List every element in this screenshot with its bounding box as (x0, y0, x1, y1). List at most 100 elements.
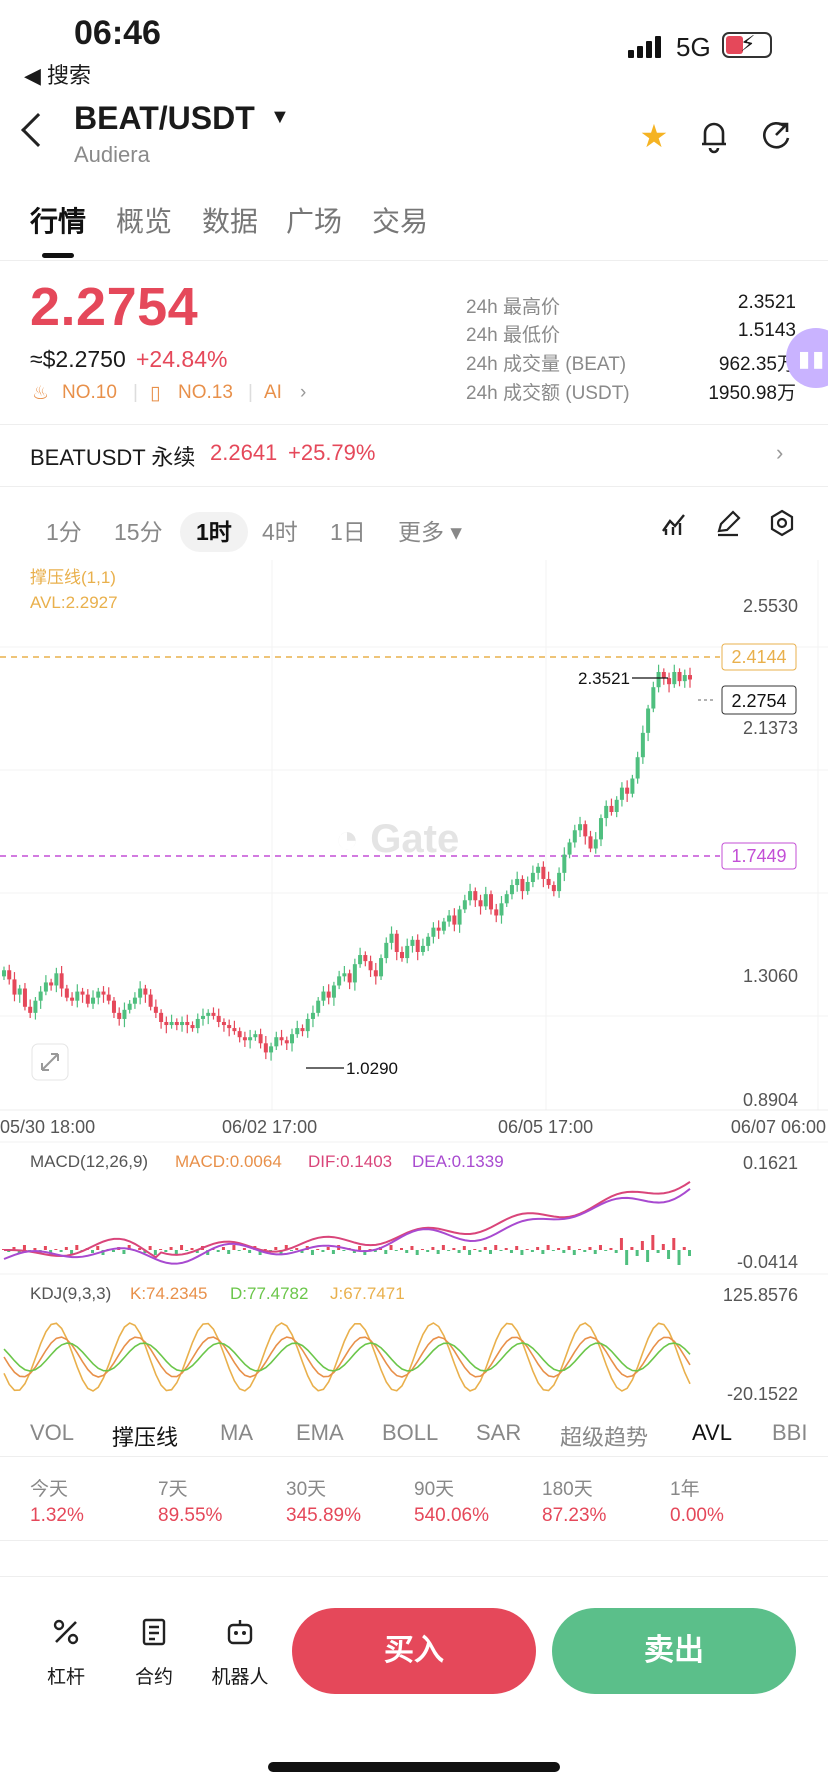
tab-market[interactable]: 行情 (30, 206, 87, 237)
candlestick-chart[interactable]: ◔ Gate 撑压线(1,1) AVL:2.2927 2.5530 2.1373… (0, 560, 828, 1410)
tf-1m[interactable]: 1分 (46, 519, 82, 545)
macd-y-tick: 0.1621 (743, 1153, 798, 1173)
candle-body (379, 958, 384, 977)
rank-hot[interactable]: NO.10 (62, 382, 117, 403)
macd-y-tick: -0.0414 (737, 1252, 798, 1272)
kdj-d: D:77.4782 (230, 1284, 308, 1303)
star-icon[interactable]: ★ (639, 118, 669, 154)
candle-body (310, 1012, 315, 1019)
candle-body (677, 671, 682, 682)
tab-overview[interactable]: 概览 (116, 206, 173, 237)
macd-bar (169, 1247, 173, 1250)
chevron-right-icon[interactable]: › (300, 382, 307, 403)
chevron-right-icon[interactable]: › (776, 440, 784, 465)
candle-body (305, 1018, 310, 1032)
indicator-tab-supertrend[interactable]: 超级趋势 (560, 1425, 649, 1450)
tab-trade[interactable]: 交易 (372, 206, 429, 237)
tf-1h[interactable]: 1时 (180, 512, 248, 552)
indicator-icon[interactable] (654, 508, 694, 548)
high-marker: 2.3521 (578, 669, 630, 688)
home-indicator[interactable] (268, 1762, 560, 1772)
back-icon[interactable] (21, 113, 55, 147)
candle-body (43, 982, 48, 992)
leverage-button[interactable]: 杠杆 (26, 1616, 106, 1689)
macd-bar (174, 1250, 178, 1254)
macd-bar (447, 1250, 451, 1251)
candle-body (221, 1021, 226, 1026)
indicator-tab-avl[interactable]: AVL (692, 1420, 732, 1445)
candle-body (232, 1028, 237, 1032)
candle-body (551, 885, 556, 892)
tf-4h[interactable]: 4时 (262, 519, 298, 545)
candle-body (7, 970, 12, 980)
sell-button[interactable]: 卖出 (552, 1608, 796, 1694)
indicator-tab-ma[interactable]: MA (220, 1420, 253, 1445)
candle-body (253, 1034, 258, 1038)
candle-body (211, 1012, 216, 1016)
candle-body (49, 982, 54, 986)
macd-bar (64, 1247, 68, 1250)
status-time: 06:46 (74, 14, 161, 52)
candle-body (682, 675, 687, 682)
indicator-tab-sar[interactable]: SAR (476, 1420, 522, 1445)
indicator-tab-ema[interactable]: EMA (296, 1420, 344, 1445)
macd-bar (405, 1250, 409, 1253)
tab-square[interactable]: 广场 (286, 206, 343, 237)
bell-icon[interactable] (696, 118, 732, 154)
candle-body (54, 973, 59, 986)
indicator-tab-vol[interactable]: VOL (30, 1420, 75, 1445)
candle-body (509, 885, 514, 895)
candle-body (630, 778, 635, 794)
macd-bar (33, 1248, 37, 1250)
candle-body (80, 991, 85, 995)
stat-turnover-value: 1950.98万 (708, 383, 796, 404)
tf-more[interactable]: 更多 ▾ (398, 519, 462, 545)
settings-icon[interactable] (762, 508, 802, 548)
x-tick: 06/02 17:00 (222, 1117, 317, 1137)
macd-bar (635, 1250, 639, 1256)
macd-dea: DEA:0.1339 (412, 1152, 504, 1171)
macd-bar (598, 1245, 602, 1250)
floating-assistant-icon[interactable]: ▮▮ (786, 328, 828, 388)
candle-body (457, 909, 462, 925)
macd-bar (54, 1249, 58, 1250)
candle-body (436, 927, 441, 931)
candle-body (17, 988, 22, 995)
usd-price: ≈$2.2750 (30, 346, 126, 372)
pair-dropdown-icon[interactable]: ▼ (270, 106, 290, 128)
candle-body (227, 1025, 232, 1029)
price-change: +24.84% (136, 346, 228, 372)
macd-bar (310, 1250, 314, 1255)
candle-body (295, 1028, 300, 1035)
contract-button[interactable]: 合约 (114, 1616, 194, 1689)
macd-bar (70, 1250, 74, 1254)
share-icon[interactable] (758, 118, 794, 154)
candle-body (185, 1021, 190, 1026)
indicator-tab-support[interactable]: 撑压线 (112, 1425, 179, 1450)
rank-sector[interactable]: NO.13 (178, 382, 233, 403)
macd-bar (441, 1245, 445, 1250)
buy-button[interactable]: 买入 (292, 1608, 536, 1694)
indicator-tab-bbi[interactable]: BBI (772, 1420, 808, 1445)
macd-bar (483, 1247, 487, 1250)
stat-vol-label: 24h 成交量 (BEAT) (466, 354, 627, 375)
macd-bar (541, 1250, 545, 1254)
pair-title[interactable]: BEAT/USDT (74, 100, 255, 136)
macd-bar (593, 1250, 597, 1254)
candle-body (2, 970, 6, 977)
tab-data[interactable]: 数据 (202, 206, 259, 237)
macd-bar (682, 1247, 686, 1250)
candle-body (132, 997, 137, 1004)
ai-badge[interactable]: AI (264, 382, 282, 403)
macd-bar (619, 1238, 623, 1250)
building-icon: ▯ (150, 383, 161, 404)
indicator-tab-boll[interactable]: BOLL (382, 1420, 439, 1445)
tf-15m[interactable]: 15分 (114, 519, 163, 545)
status-back-link[interactable]: ◀ 搜索 (24, 63, 92, 88)
y-tick: 0.8904 (743, 1090, 798, 1110)
candle-body (583, 824, 588, 837)
tf-1d[interactable]: 1日 (330, 519, 366, 545)
draw-icon[interactable] (708, 508, 748, 548)
robot-button[interactable]: 机器人 (200, 1616, 280, 1689)
perp-name[interactable]: BEATUSDT 永续 (30, 445, 196, 470)
